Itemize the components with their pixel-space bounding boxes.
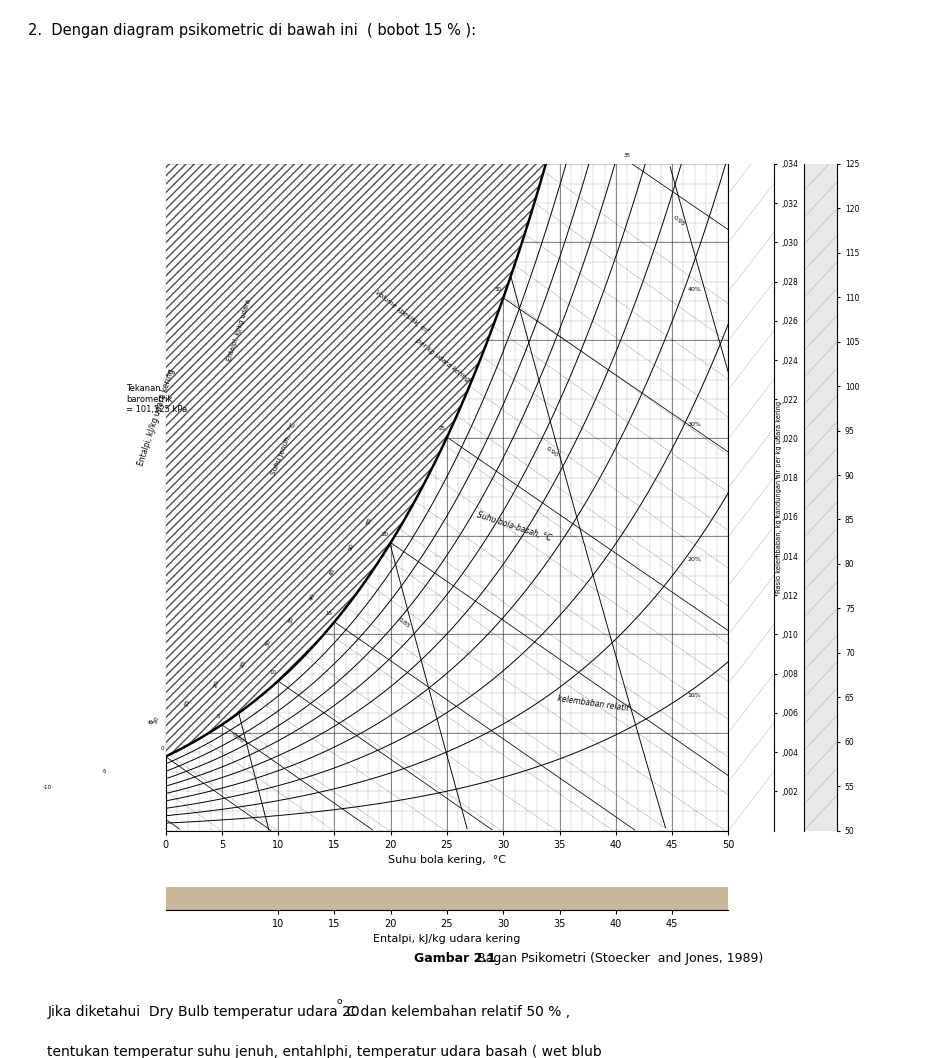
Text: 0.85: 0.85: [397, 617, 412, 630]
Text: Rasio kelembaban, kg kandungan air per kg udara kering: Rasio kelembaban, kg kandungan air per k…: [776, 401, 781, 594]
Text: 0: 0: [161, 746, 164, 751]
Text: 25: 25: [239, 659, 247, 669]
Polygon shape: [166, 0, 728, 756]
Text: Entalpi, kJ/kg udara kering: Entalpi, kJ/kg udara kering: [136, 367, 176, 467]
Text: Entalpi, kJ/kg udara: Entalpi, kJ/kg udara: [226, 298, 252, 363]
Text: per kg udara kering: per kg udara kering: [412, 336, 470, 383]
Text: 55: 55: [365, 516, 373, 525]
Text: 0.80: 0.80: [231, 732, 245, 744]
Text: 20: 20: [213, 679, 219, 689]
Text: 35: 35: [623, 153, 631, 159]
Text: 10: 10: [270, 670, 276, 675]
Text: 50: 50: [348, 542, 355, 551]
Text: 10%: 10%: [688, 693, 701, 697]
Text: 5: 5: [149, 718, 155, 724]
Text: -10: -10: [43, 785, 51, 790]
Text: o: o: [337, 997, 342, 1006]
Text: Gambar 2.1: Gambar 2.1: [414, 952, 496, 965]
Text: Suhu bola-basah, °C: Suhu bola-basah, °C: [476, 510, 553, 543]
Text: 2.  Dengan diagram psikometric di bawah ini  ( bobot 15 % ):: 2. Dengan diagram psikometric di bawah i…: [28, 23, 477, 38]
X-axis label: Suhu bola kering,  °C: Suhu bola kering, °C: [388, 855, 506, 865]
Text: 35: 35: [288, 616, 295, 624]
Text: kelembaban relatif: kelembaban relatif: [557, 694, 630, 713]
Text: tentukan temperatur suhu jenuh, entahlphi, temperatur udara basah ( wet blub: tentukan temperatur suhu jenuh, entahlph…: [47, 1045, 602, 1058]
Text: C dan kelembahan relatif 50 % ,: C dan kelembahan relatif 50 % ,: [342, 1005, 570, 1019]
X-axis label: Entalpi, kJ/kg udara kering: Entalpi, kJ/kg udara kering: [374, 934, 520, 945]
Text: 15: 15: [184, 698, 191, 707]
Text: 5: 5: [217, 714, 220, 718]
Text: 25: 25: [438, 426, 446, 432]
Text: -5: -5: [102, 769, 108, 773]
Text: 30%: 30%: [688, 422, 702, 427]
Text: Bagan Psikometri (Stoecker  and Jones, 1989): Bagan Psikometri (Stoecker and Jones, 19…: [472, 952, 762, 965]
Text: Tekanan
barometrik
= 101,325 kPa: Tekanan barometrik = 101,325 kPa: [126, 384, 187, 414]
Text: 45: 45: [329, 567, 337, 577]
Text: 20: 20: [382, 532, 389, 536]
Text: 10: 10: [152, 715, 160, 724]
Text: 40: 40: [309, 591, 316, 601]
Text: 30: 30: [495, 287, 501, 292]
Text: 20%: 20%: [688, 558, 702, 563]
Text: 0.95: 0.95: [672, 215, 686, 227]
Text: 0: 0: [149, 718, 155, 724]
Text: 30: 30: [265, 638, 272, 647]
Text: 40%: 40%: [688, 287, 702, 292]
Text: 15: 15: [325, 612, 333, 616]
Text: Jika diketahui  Dry Bulb temperatur udara 20: Jika diketahui Dry Bulb temperatur udara…: [47, 1005, 359, 1019]
Text: Volume spesifik, m³: Volume spesifik, m³: [374, 288, 430, 334]
Text: 0.90: 0.90: [545, 445, 559, 458]
Text: Suhu jenuh,  °C: Suhu jenuh, °C: [271, 421, 297, 476]
